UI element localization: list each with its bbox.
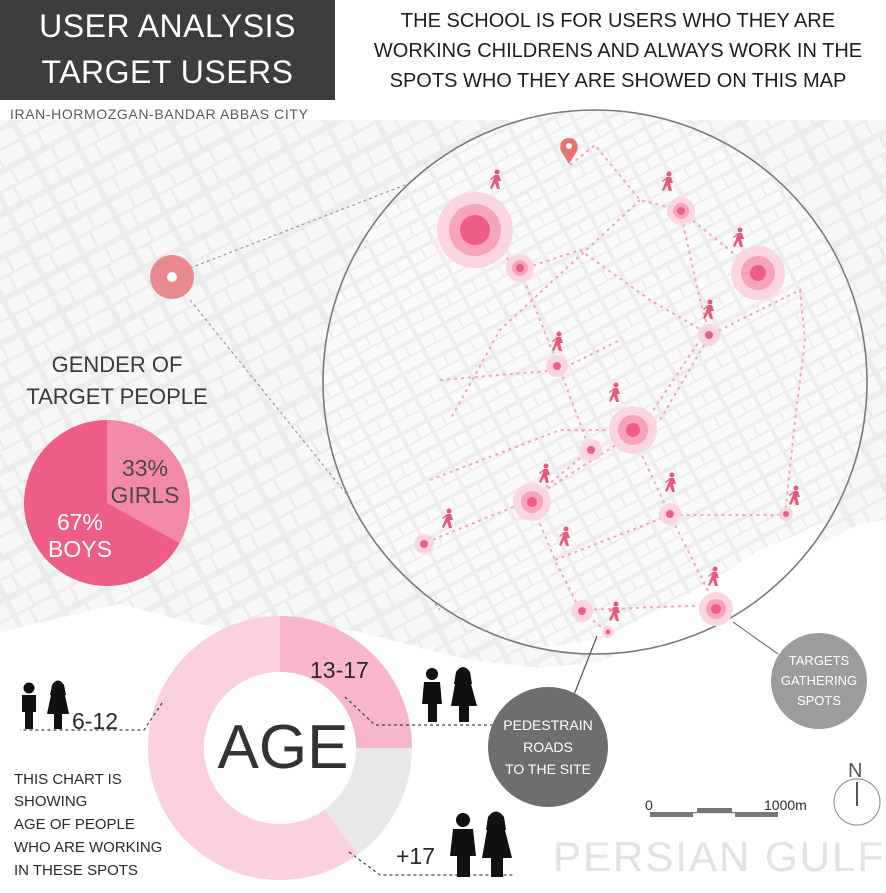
note-line-3: AGE OF PEOPLE bbox=[14, 816, 135, 833]
spot-small-2 bbox=[698, 324, 720, 346]
gender-pie-chart bbox=[23, 420, 190, 586]
walking-person-icon bbox=[662, 171, 673, 191]
spot-small-3 bbox=[580, 439, 602, 461]
spot-small-7 bbox=[779, 507, 793, 521]
children-icon bbox=[22, 680, 69, 729]
scale-start-label: 0 bbox=[645, 797, 653, 813]
north-arrow-icon bbox=[833, 778, 881, 826]
walking-person-icon bbox=[552, 331, 563, 351]
note-line-4: WHO ARE WORKING bbox=[14, 839, 163, 856]
spot-small-5 bbox=[414, 534, 434, 554]
donut-slice-13-17 bbox=[280, 616, 412, 748]
title-line-1: USER ANALYSIS bbox=[39, 8, 296, 44]
spot-small-1 bbox=[546, 355, 568, 377]
gender-title-line-2: TARGET PEOPLE bbox=[26, 384, 208, 409]
pie-slice-girls bbox=[107, 420, 190, 543]
note-line-2: SHOWING bbox=[14, 793, 88, 810]
targets-line-1: TARGETS bbox=[788, 653, 850, 668]
note-line-1: THIS CHART IS bbox=[14, 771, 122, 788]
spot-medium-3 bbox=[506, 254, 534, 282]
spot-large-3 bbox=[609, 406, 657, 454]
location-pin-icon bbox=[560, 138, 578, 164]
age-center-label: AGE bbox=[217, 713, 349, 782]
pedestrian-line-2: ROADS bbox=[523, 739, 573, 755]
walking-person-icon bbox=[733, 227, 744, 247]
title-line-2: TARGET USERS bbox=[41, 54, 294, 90]
pedestrian-line-3: TO THE SITE bbox=[505, 761, 591, 777]
adults-icon bbox=[450, 811, 512, 877]
location-subtitle: IRAN-HORMOZGAN-BANDAR ABBAS CITY bbox=[10, 106, 309, 122]
age-label-17: +17 bbox=[396, 843, 436, 869]
spot-large-1 bbox=[437, 192, 513, 268]
magnified-area bbox=[322, 109, 868, 655]
age-leader-13-17 bbox=[344, 696, 498, 726]
walking-person-icon bbox=[539, 463, 550, 483]
north-letter: N bbox=[848, 760, 863, 782]
walking-person-icon bbox=[703, 299, 714, 319]
walking-person-icon bbox=[665, 472, 676, 492]
walking-person-icon bbox=[609, 601, 620, 621]
boys-percent-label: 67% BOYS bbox=[40, 509, 120, 563]
pedestrian-roads-legend: PEDESTRAIN ROADS TO THE SITE bbox=[488, 687, 608, 807]
pedestrian-line-1: PEDESTRAIN bbox=[503, 717, 593, 733]
pie-slice-boys bbox=[23, 420, 180, 586]
description-line-1: THE SCHOOL IS FOR USERS WHO THEY ARE bbox=[400, 10, 836, 32]
spot-medium-4 bbox=[667, 197, 695, 225]
targets-line-2: GATHERING bbox=[780, 673, 858, 688]
walking-person-icon bbox=[708, 566, 719, 586]
spot-medium-2 bbox=[699, 592, 733, 626]
note-line-5: IN THESE SPOTS bbox=[14, 862, 138, 879]
donut-slice-over-17 bbox=[324, 748, 413, 855]
age-label-13-17: 13-17 bbox=[310, 657, 369, 683]
targets-gathering-legend: TARGETS GATHERING SPOTS bbox=[771, 633, 867, 729]
site-marker-inner bbox=[167, 272, 177, 282]
teenagers-icon bbox=[422, 667, 477, 722]
spot-small-8 bbox=[602, 626, 614, 638]
donut-hole bbox=[204, 672, 356, 824]
sea-label: PERSIAN GULF bbox=[553, 833, 886, 880]
age-leader-6-12 bbox=[20, 702, 163, 731]
description-line-3: SPOTS WHO THEY ARE SHOWED ON THIS MAP bbox=[389, 70, 847, 92]
girls-percent: 33% bbox=[121, 455, 169, 481]
age-donut-chart bbox=[147, 616, 413, 881]
boys-label: BOYS bbox=[48, 536, 112, 562]
walking-person-icon bbox=[442, 508, 453, 528]
walking-person-icon bbox=[559, 526, 570, 546]
gender-title-line-1: GENDER OF bbox=[51, 352, 183, 377]
title-box: USER ANALYSIS TARGET USERS bbox=[0, 0, 335, 100]
girls-percent-label: 33% GIRLS bbox=[100, 455, 190, 509]
walking-person-icon bbox=[789, 485, 800, 505]
scale-bar bbox=[650, 808, 778, 817]
walking-person-icon bbox=[609, 382, 620, 402]
boys-percent: 67% bbox=[56, 509, 104, 535]
targets-line-3: SPOTS bbox=[796, 693, 842, 708]
walking-person-icons bbox=[442, 169, 800, 621]
spot-large-2 bbox=[731, 246, 785, 300]
spot-medium-1 bbox=[513, 483, 551, 521]
spot-small-6 bbox=[571, 600, 593, 622]
donut-slice-6-12 bbox=[147, 616, 358, 881]
girls-label: GIRLS bbox=[110, 482, 180, 508]
age-label-6-12: 6-12 bbox=[72, 708, 119, 734]
walking-person-icon bbox=[490, 169, 501, 189]
scale-end-label: 1000m bbox=[764, 797, 807, 813]
description-line-2: WORKING CHILDRENS AND ALWAYS WORK IN THE bbox=[373, 40, 863, 62]
gathering-spots bbox=[414, 192, 793, 638]
spot-small-4 bbox=[659, 503, 681, 525]
